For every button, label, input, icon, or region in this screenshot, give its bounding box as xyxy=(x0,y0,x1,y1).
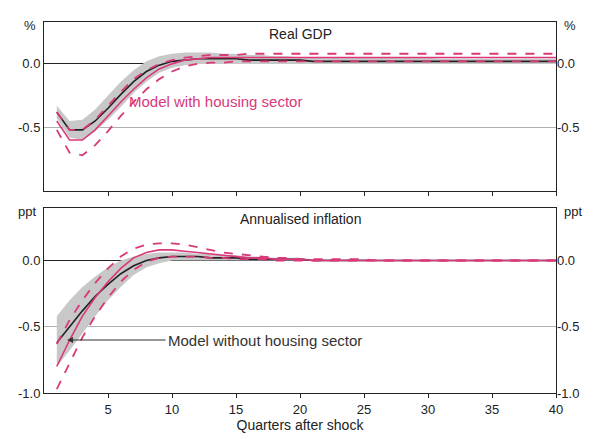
svg-text:35: 35 xyxy=(485,402,499,417)
svg-text:0.0: 0.0 xyxy=(22,56,40,71)
svg-text:0.0: 0.0 xyxy=(557,253,575,268)
svg-text:-0.5: -0.5 xyxy=(557,319,579,334)
svg-text:Model with housing sector: Model with housing sector xyxy=(129,93,302,110)
svg-text:%: % xyxy=(564,18,576,33)
svg-text:30: 30 xyxy=(421,402,435,417)
svg-text:15: 15 xyxy=(229,402,243,417)
svg-text:-0.5: -0.5 xyxy=(18,120,40,135)
svg-text:%: % xyxy=(24,18,36,33)
svg-text:Quarters after shock: Quarters after shock xyxy=(237,417,365,433)
svg-text:40: 40 xyxy=(549,402,563,417)
svg-text:ppt: ppt xyxy=(564,204,582,219)
svg-text:Model without housing sector: Model without housing sector xyxy=(168,332,362,349)
svg-text:-1.0: -1.0 xyxy=(18,386,40,401)
svg-text:-0.5: -0.5 xyxy=(557,120,579,135)
svg-text:20: 20 xyxy=(293,402,307,417)
svg-text:10: 10 xyxy=(165,402,179,417)
svg-text:0.0: 0.0 xyxy=(557,56,575,71)
svg-text:5: 5 xyxy=(104,402,111,417)
svg-text:-1.0: -1.0 xyxy=(557,386,579,401)
svg-text:-0.5: -0.5 xyxy=(18,319,40,334)
svg-text:0.0: 0.0 xyxy=(22,253,40,268)
svg-text:25: 25 xyxy=(357,402,371,417)
svg-text:Real GDP: Real GDP xyxy=(269,26,332,42)
svg-text:ppt: ppt xyxy=(18,204,36,219)
svg-text:Annualised inflation: Annualised inflation xyxy=(240,211,361,227)
